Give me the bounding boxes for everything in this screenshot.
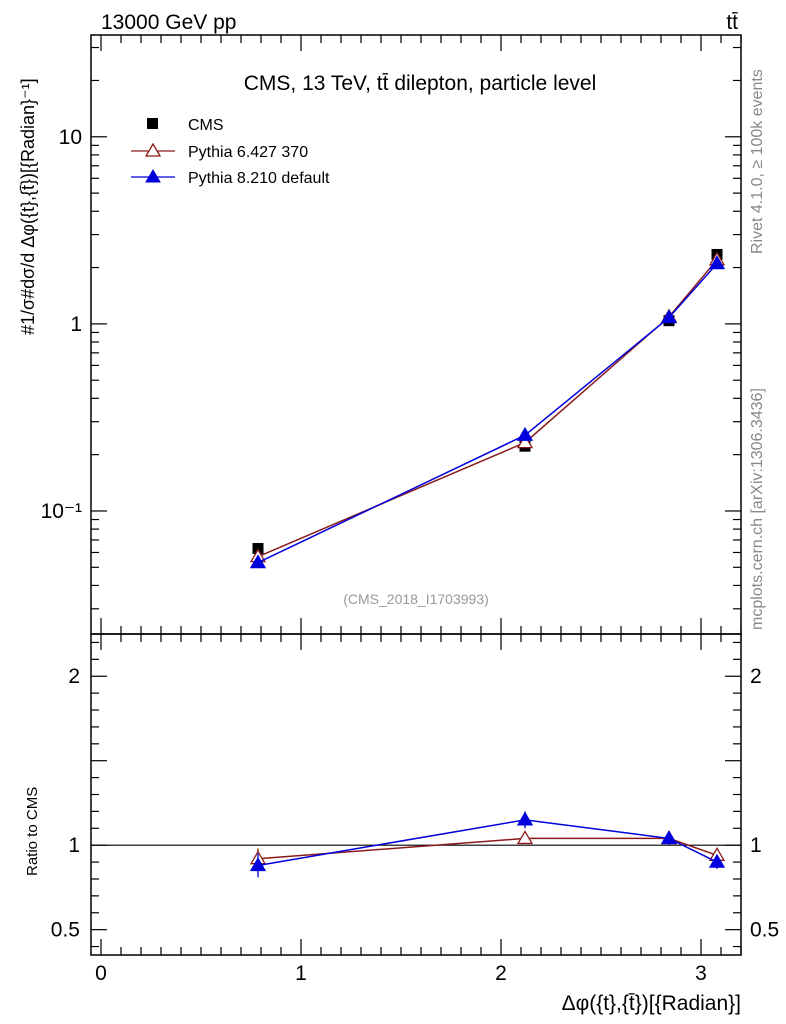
main-axes: 10⁻¹ 1 10 [41, 35, 742, 610]
ratio-y-axis-label: Ratio to CMS [24, 787, 41, 876]
main-pythia-6-427-370-point [516, 434, 534, 449]
ratio-pythia-8-210-default-point [516, 811, 534, 826]
legend-pythia8-marker [145, 169, 161, 183]
ratio-pythia-8-210-default-line [257, 819, 718, 867]
main-pythia-8-210-default-point [708, 255, 726, 270]
y-tick-label: 10⁻¹ [41, 500, 82, 523]
x-tick-label: 3 [695, 962, 707, 985]
x-tick-label: 2 [495, 962, 507, 985]
analysis-watermark: (CMS_2018_I1703993) [343, 591, 489, 607]
y-tick-label: 1 [70, 313, 82, 336]
legend: CMS Pythia 6.427 370 Pythia 8.210 defaul… [131, 117, 330, 187]
legend-pythia8-label: Pythia 8.210 default [188, 170, 330, 187]
ratio-pythia-6-427-370-line [257, 837, 718, 860]
main-pythia-8-210-default-point [516, 426, 534, 441]
legend-cms-label: CMS [188, 117, 224, 134]
main-pythia-8-210-default-point [660, 309, 678, 324]
legend-pythia6-marker [144, 142, 162, 157]
legend-cms-marker [147, 118, 158, 129]
y-tick-label-right: 0.5 [750, 919, 779, 942]
y-tick-label: 1 [68, 834, 80, 857]
y-tick-label-right: 2 [750, 665, 762, 688]
x-axis-label: Δφ({t},{t̄})[{Radian}] [562, 992, 741, 1015]
header-process-label: tt̄ [726, 11, 738, 34]
ratio-plot-frame [90, 633, 742, 956]
rivet-version-label: Rivet 4.1.0, ≥ 100k events [749, 69, 766, 254]
main-pythia-8-210-default-point [249, 554, 267, 569]
ratio-pythia-8-210-default-point [708, 853, 726, 868]
y-tick-label: 10 [59, 126, 82, 149]
header-energy-label: 13000 GeV pp [101, 11, 236, 34]
main-y-axis-label: #1/σ#dσ/d Δφ({t},{t̄})[{Radian}⁻¹] [18, 78, 38, 335]
y-tick-label-right: 1 [750, 834, 762, 857]
ratio-axes: 0 1 2 3 0.5 0.5 1 1 2 2 [51, 618, 779, 985]
y-tick-label: 0.5 [51, 919, 80, 942]
y-tick-label: 2 [68, 665, 80, 688]
main-pythia-8-210-default-line [257, 263, 718, 564]
x-tick-label: 0 [95, 962, 107, 985]
main-plot-title: CMS, 13 TeV, tt̄ dilepton, particle leve… [244, 72, 597, 95]
ratio-pythia-6-427-370-point [516, 830, 534, 845]
mcplots-label: mcplots.cern.ch [arXiv:1306.3436] [749, 388, 766, 630]
legend-pythia6-label: Pythia 6.427 370 [188, 144, 308, 161]
main-data-layer [249, 248, 726, 569]
ratio-pythia-8-210-default-point [249, 857, 267, 872]
main-pythia-6-427-370-line [257, 259, 718, 558]
ratio-pythia-8-210-default-point [660, 830, 678, 845]
x-tick-label: 1 [295, 962, 307, 985]
ratio-data-layer [249, 811, 726, 878]
